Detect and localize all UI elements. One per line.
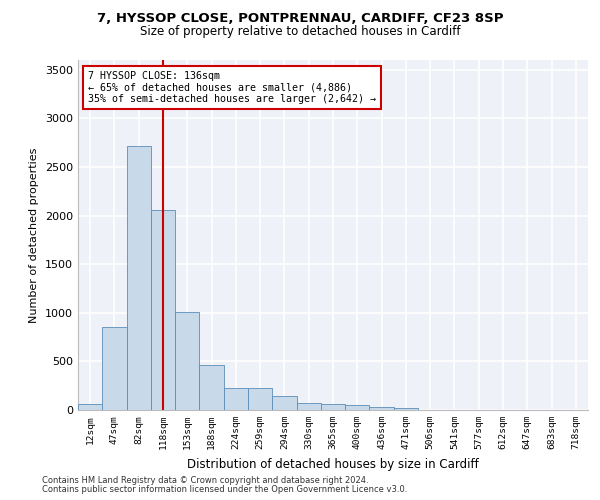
Bar [151,210,175,410]
Bar [127,146,151,410]
Bar [394,408,418,410]
Text: Contains HM Land Registry data © Crown copyright and database right 2024.: Contains HM Land Registry data © Crown c… [42,476,368,485]
Bar [224,388,248,410]
Bar [102,328,127,410]
Bar [78,404,102,410]
Y-axis label: Number of detached properties: Number of detached properties [29,148,40,322]
Bar [272,396,296,410]
Bar [175,312,199,410]
Text: 7 HYSSOP CLOSE: 136sqm
← 65% of detached houses are smaller (4,886)
35% of semi-: 7 HYSSOP CLOSE: 136sqm ← 65% of detached… [88,70,376,104]
Bar [296,402,321,410]
Bar [199,366,224,410]
Text: Size of property relative to detached houses in Cardiff: Size of property relative to detached ho… [140,25,460,38]
Text: Contains public sector information licensed under the Open Government Licence v3: Contains public sector information licen… [42,485,407,494]
Bar [345,405,370,410]
X-axis label: Distribution of detached houses by size in Cardiff: Distribution of detached houses by size … [187,458,479,470]
Bar [248,388,272,410]
Bar [321,404,345,410]
Text: 7, HYSSOP CLOSE, PONTPRENNAU, CARDIFF, CF23 8SP: 7, HYSSOP CLOSE, PONTPRENNAU, CARDIFF, C… [97,12,503,26]
Bar [370,407,394,410]
